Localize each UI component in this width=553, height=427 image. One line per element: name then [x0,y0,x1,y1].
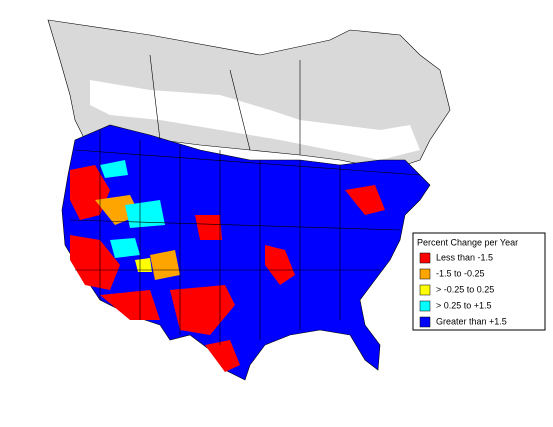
decline-patch [195,215,222,240]
legend-label: Less than -1.5 [436,252,493,262]
legend-swatch [419,300,431,312]
legend-swatch [419,284,431,296]
legend-label: -1.5 to -0.25 [436,268,485,278]
stable-patch [135,258,152,272]
decline-patch [265,245,295,285]
map-base [47,19,451,381]
increase-patch [110,238,140,258]
state-borders [69,54,421,345]
unsurveyed-white [90,80,420,160]
decline-patch [345,185,385,215]
legend-swatch [419,268,431,280]
legend-box [412,232,546,331]
legend-label: Greater than +1.5 [436,316,507,326]
moderate-decline-patch [150,250,180,280]
legend-swatch [419,316,431,328]
legend-label: > -0.25 to 0.25 [436,284,494,294]
legend-title: Percent Change per Year [417,237,518,247]
decline-patch [100,290,160,320]
increase-patch [100,160,128,178]
legend: Percent Change per Year Less than -1.5 -1… [412,232,546,331]
decline-patch [70,235,120,290]
increase-patch [125,200,165,228]
legend-label: > 0.25 to +1.5 [436,300,492,310]
decline-patch [170,285,235,335]
decline-patch [205,340,240,372]
legend-swatch [419,252,431,264]
